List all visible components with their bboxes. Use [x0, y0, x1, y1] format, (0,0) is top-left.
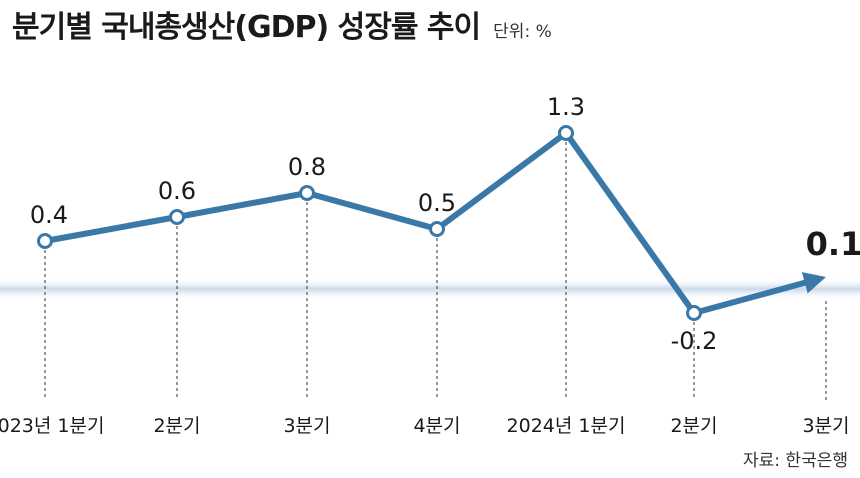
data-label: 0.8 [288, 153, 326, 181]
data-label: 1.3 [547, 93, 585, 121]
data-label: -0.2 [671, 327, 718, 355]
x-tick-label: 2분기 [153, 415, 200, 437]
title-row: 분기별 국내총생산(GDP) 성장률 추이 단위: % [12, 2, 552, 46]
source-note: 자료: 한국은행 [743, 451, 848, 471]
x-tick-label: 3분기 [802, 415, 849, 437]
data-point [686, 305, 702, 321]
data-label: 0.5 [418, 189, 456, 217]
chart-title: 분기별 국내총생산(GDP) 성장률 추이 [12, 10, 481, 45]
x-tick-label: 2분기 [670, 415, 717, 437]
data-point [37, 233, 53, 249]
data-label: 0.1 [806, 225, 860, 263]
series-arrowhead [801, 272, 826, 294]
data-point [169, 209, 185, 225]
unit-label: 단위: % [493, 22, 552, 42]
data-label: 0.4 [30, 201, 68, 229]
data-point [299, 185, 315, 201]
data-point [558, 125, 574, 141]
data-point [429, 221, 445, 237]
x-tick-label: 2023년 1분기 [0, 415, 104, 437]
x-tick-label: 4분기 [413, 415, 460, 437]
x-tick-label: 3분기 [283, 415, 330, 437]
data-label: 0.6 [158, 177, 196, 205]
x-tick-label: 2024년 1분기 [507, 415, 626, 437]
zero-band [0, 278, 860, 300]
